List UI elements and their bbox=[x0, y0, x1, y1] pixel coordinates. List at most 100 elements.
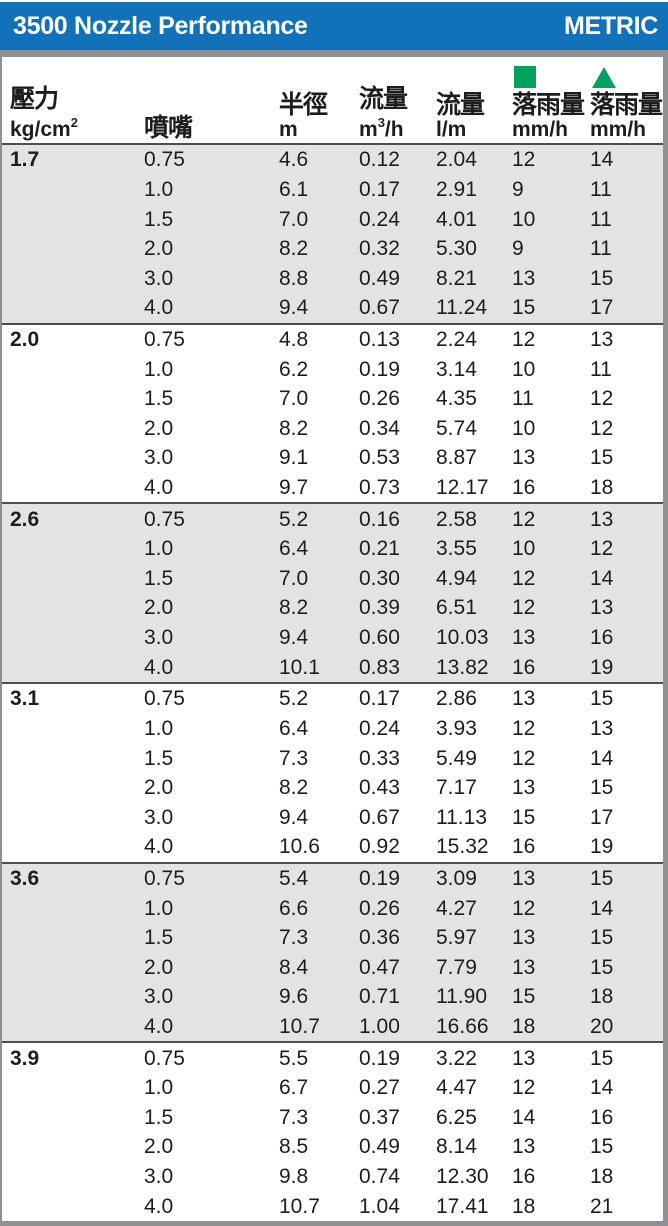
cell-precip-square: 13 bbox=[512, 446, 536, 470]
cell-precip-square: 9 bbox=[512, 237, 524, 261]
cell-precip-square: 18 bbox=[512, 1194, 536, 1218]
cell-flow-lm: 11.90 bbox=[436, 985, 487, 1009]
cell-precip-triangle: 11 bbox=[590, 237, 612, 261]
cell-nozzle: 1.0 bbox=[144, 716, 174, 740]
cell-flow-lm: 5.74 bbox=[436, 416, 477, 440]
cell-precip-triangle: 11 bbox=[590, 357, 612, 381]
cell-radius: 6.1 bbox=[279, 177, 309, 201]
cell-precip-triangle: 18 bbox=[590, 476, 614, 500]
column-label: 流量 bbox=[359, 85, 408, 113]
cell-pressure: 3.6 bbox=[10, 866, 40, 890]
column-unit: mm/h bbox=[512, 118, 569, 141]
cell-flow-m3h: 0.34 bbox=[359, 416, 400, 440]
table-row: 3.0 9.4 0.67 11.13 15 17 bbox=[2, 802, 663, 832]
cell-radius: 7.3 bbox=[279, 746, 309, 770]
cell-flow-m3h: 0.17 bbox=[359, 687, 400, 711]
cell-flow-lm: 16.66 bbox=[436, 1015, 489, 1039]
table-row: 1.5 7.0 0.30 4.94 12 14 bbox=[2, 564, 663, 594]
pressure-group-2.0: 2.0 0.75 4.8 0.13 2.24 12 13 1.0 6.2 0.19 3.14 10 11… bbox=[2, 322, 663, 503]
cell-precip-square: 10 bbox=[512, 537, 536, 561]
table-row: 1.0 6.2 0.19 3.14 10 11 bbox=[2, 354, 663, 384]
cell-precip-square: 13 bbox=[512, 266, 536, 290]
cell-nozzle: 1.5 bbox=[144, 566, 174, 590]
cell-nozzle: 1.0 bbox=[144, 537, 174, 561]
table-row: 1.5 7.3 0.33 5.49 12 14 bbox=[2, 743, 663, 773]
column-unit: l/m bbox=[436, 118, 467, 141]
column-header-pressure: 壓力 kg/cm2 bbox=[2, 86, 144, 143]
cell-precip-square: 16 bbox=[512, 655, 536, 679]
table-title: 3500 Nozzle Performance bbox=[13, 11, 308, 40]
cell-precip-triangle: 13 bbox=[590, 507, 614, 531]
cell-precip-triangle: 11 bbox=[590, 207, 612, 231]
column-header-flow-m3h: 流量 m3/h bbox=[359, 86, 436, 143]
cell-precip-triangle: 21 bbox=[590, 1194, 614, 1218]
cell-flow-lm: 11.24 bbox=[436, 296, 487, 320]
cell-precip-square: 13 bbox=[512, 1135, 536, 1159]
cell-precip-triangle: 13 bbox=[590, 716, 614, 740]
table-row: 3.0 9.4 0.60 10.03 13 16 bbox=[2, 623, 663, 653]
cell-flow-lm: 7.17 bbox=[436, 776, 477, 800]
pressure-group-3.9: 3.9 0.75 5.5 0.19 3.22 13 15 1.0 6.7 0.27 4.47 12 14… bbox=[2, 1041, 663, 1221]
column-unit: m bbox=[279, 118, 298, 141]
cell-precip-square: 10 bbox=[512, 207, 536, 231]
cell-flow-lm: 5.97 bbox=[436, 926, 477, 950]
cell-flow-lm: 3.93 bbox=[436, 716, 477, 740]
cell-precip-square: 12 bbox=[512, 1076, 536, 1100]
cell-radius: 6.4 bbox=[279, 537, 309, 561]
cell-radius: 8.2 bbox=[279, 416, 309, 440]
cell-nozzle: 2.0 bbox=[144, 237, 174, 261]
cell-flow-m3h: 0.24 bbox=[359, 716, 400, 740]
cell-flow-lm: 2.86 bbox=[436, 687, 477, 711]
cell-precip-square: 16 bbox=[512, 476, 536, 500]
cell-precip-triangle: 16 bbox=[590, 1105, 614, 1129]
table-row: 4.0 10.6 0.92 15.32 16 19 bbox=[2, 832, 663, 862]
cell-flow-m3h: 0.27 bbox=[359, 1076, 400, 1100]
cell-precip-triangle: 15 bbox=[590, 446, 614, 470]
table-row: 1.5 7.0 0.26 4.35 11 12 bbox=[2, 384, 663, 414]
table-row: 2.0 8.2 0.43 7.17 13 15 bbox=[2, 773, 663, 803]
cell-flow-lm: 12.30 bbox=[436, 1165, 489, 1189]
cell-nozzle: 1.0 bbox=[144, 896, 174, 920]
cell-precip-square: 13 bbox=[512, 626, 536, 650]
cell-precip-square: 12 bbox=[512, 896, 536, 920]
cell-nozzle: 4.0 bbox=[144, 1194, 174, 1218]
cell-nozzle: 0.75 bbox=[144, 507, 185, 531]
cell-precip-triangle: 18 bbox=[590, 985, 614, 1009]
cell-flow-m3h: 0.19 bbox=[359, 866, 400, 890]
cell-precip-square: 12 bbox=[512, 327, 536, 351]
table-row: 4.0 10.7 1.00 16.66 18 20 bbox=[2, 1012, 663, 1042]
cell-flow-m3h: 0.26 bbox=[359, 387, 400, 411]
cell-flow-m3h: 0.49 bbox=[359, 266, 400, 290]
cell-precip-square: 16 bbox=[512, 835, 536, 859]
cell-nozzle: 0.75 bbox=[144, 1046, 185, 1070]
table-row: 3.9 0.75 5.5 0.19 3.22 13 15 bbox=[2, 1043, 663, 1073]
cell-precip-triangle: 14 bbox=[590, 896, 614, 920]
cell-precip-square: 18 bbox=[512, 1015, 536, 1039]
table-body: 1.7 0.75 4.6 0.12 2.04 12 14 1.0 6.1 0.17 2.91 9 11 1… bbox=[2, 143, 663, 1221]
cell-flow-m3h: 0.16 bbox=[359, 507, 400, 531]
cell-radius: 5.4 bbox=[279, 866, 309, 890]
cell-flow-lm: 10.03 bbox=[436, 626, 489, 650]
table-row: 2.0 0.75 4.8 0.13 2.24 12 13 bbox=[2, 325, 663, 355]
cell-precip-triangle: 15 bbox=[590, 866, 614, 890]
cell-precip-triangle: 14 bbox=[590, 148, 614, 172]
column-header-nozzle: 噴嘴 bbox=[144, 115, 279, 143]
table-row: 2.0 8.2 0.34 5.74 10 12 bbox=[2, 414, 663, 444]
cell-flow-m3h: 0.39 bbox=[359, 596, 400, 620]
cell-radius: 9.4 bbox=[279, 805, 309, 829]
cell-nozzle: 1.0 bbox=[144, 177, 174, 201]
column-label: 壓力 bbox=[10, 85, 59, 113]
cell-flow-lm: 6.25 bbox=[436, 1105, 477, 1129]
cell-radius: 4.8 bbox=[279, 327, 309, 351]
table-row: 2.0 8.2 0.39 6.51 12 13 bbox=[2, 593, 663, 623]
cell-precip-triangle: 15 bbox=[590, 776, 614, 800]
table-row: 1.0 6.1 0.17 2.91 9 11 bbox=[2, 175, 663, 205]
pressure-group-2.6: 2.6 0.75 5.2 0.16 2.58 12 13 1.0 6.4 0.21 3.55 10 12… bbox=[2, 502, 663, 683]
triangle-icon bbox=[592, 67, 616, 88]
cell-radius: 8.4 bbox=[279, 955, 309, 979]
cell-nozzle: 1.5 bbox=[144, 926, 174, 950]
cell-radius: 6.2 bbox=[279, 357, 309, 381]
cell-nozzle: 4.0 bbox=[144, 476, 174, 500]
cell-nozzle: 3.0 bbox=[144, 985, 174, 1009]
pressure-group-3.1: 3.1 0.75 5.2 0.17 2.86 13 15 1.0 6.4 0.24 3.93 12 13… bbox=[2, 682, 663, 862]
